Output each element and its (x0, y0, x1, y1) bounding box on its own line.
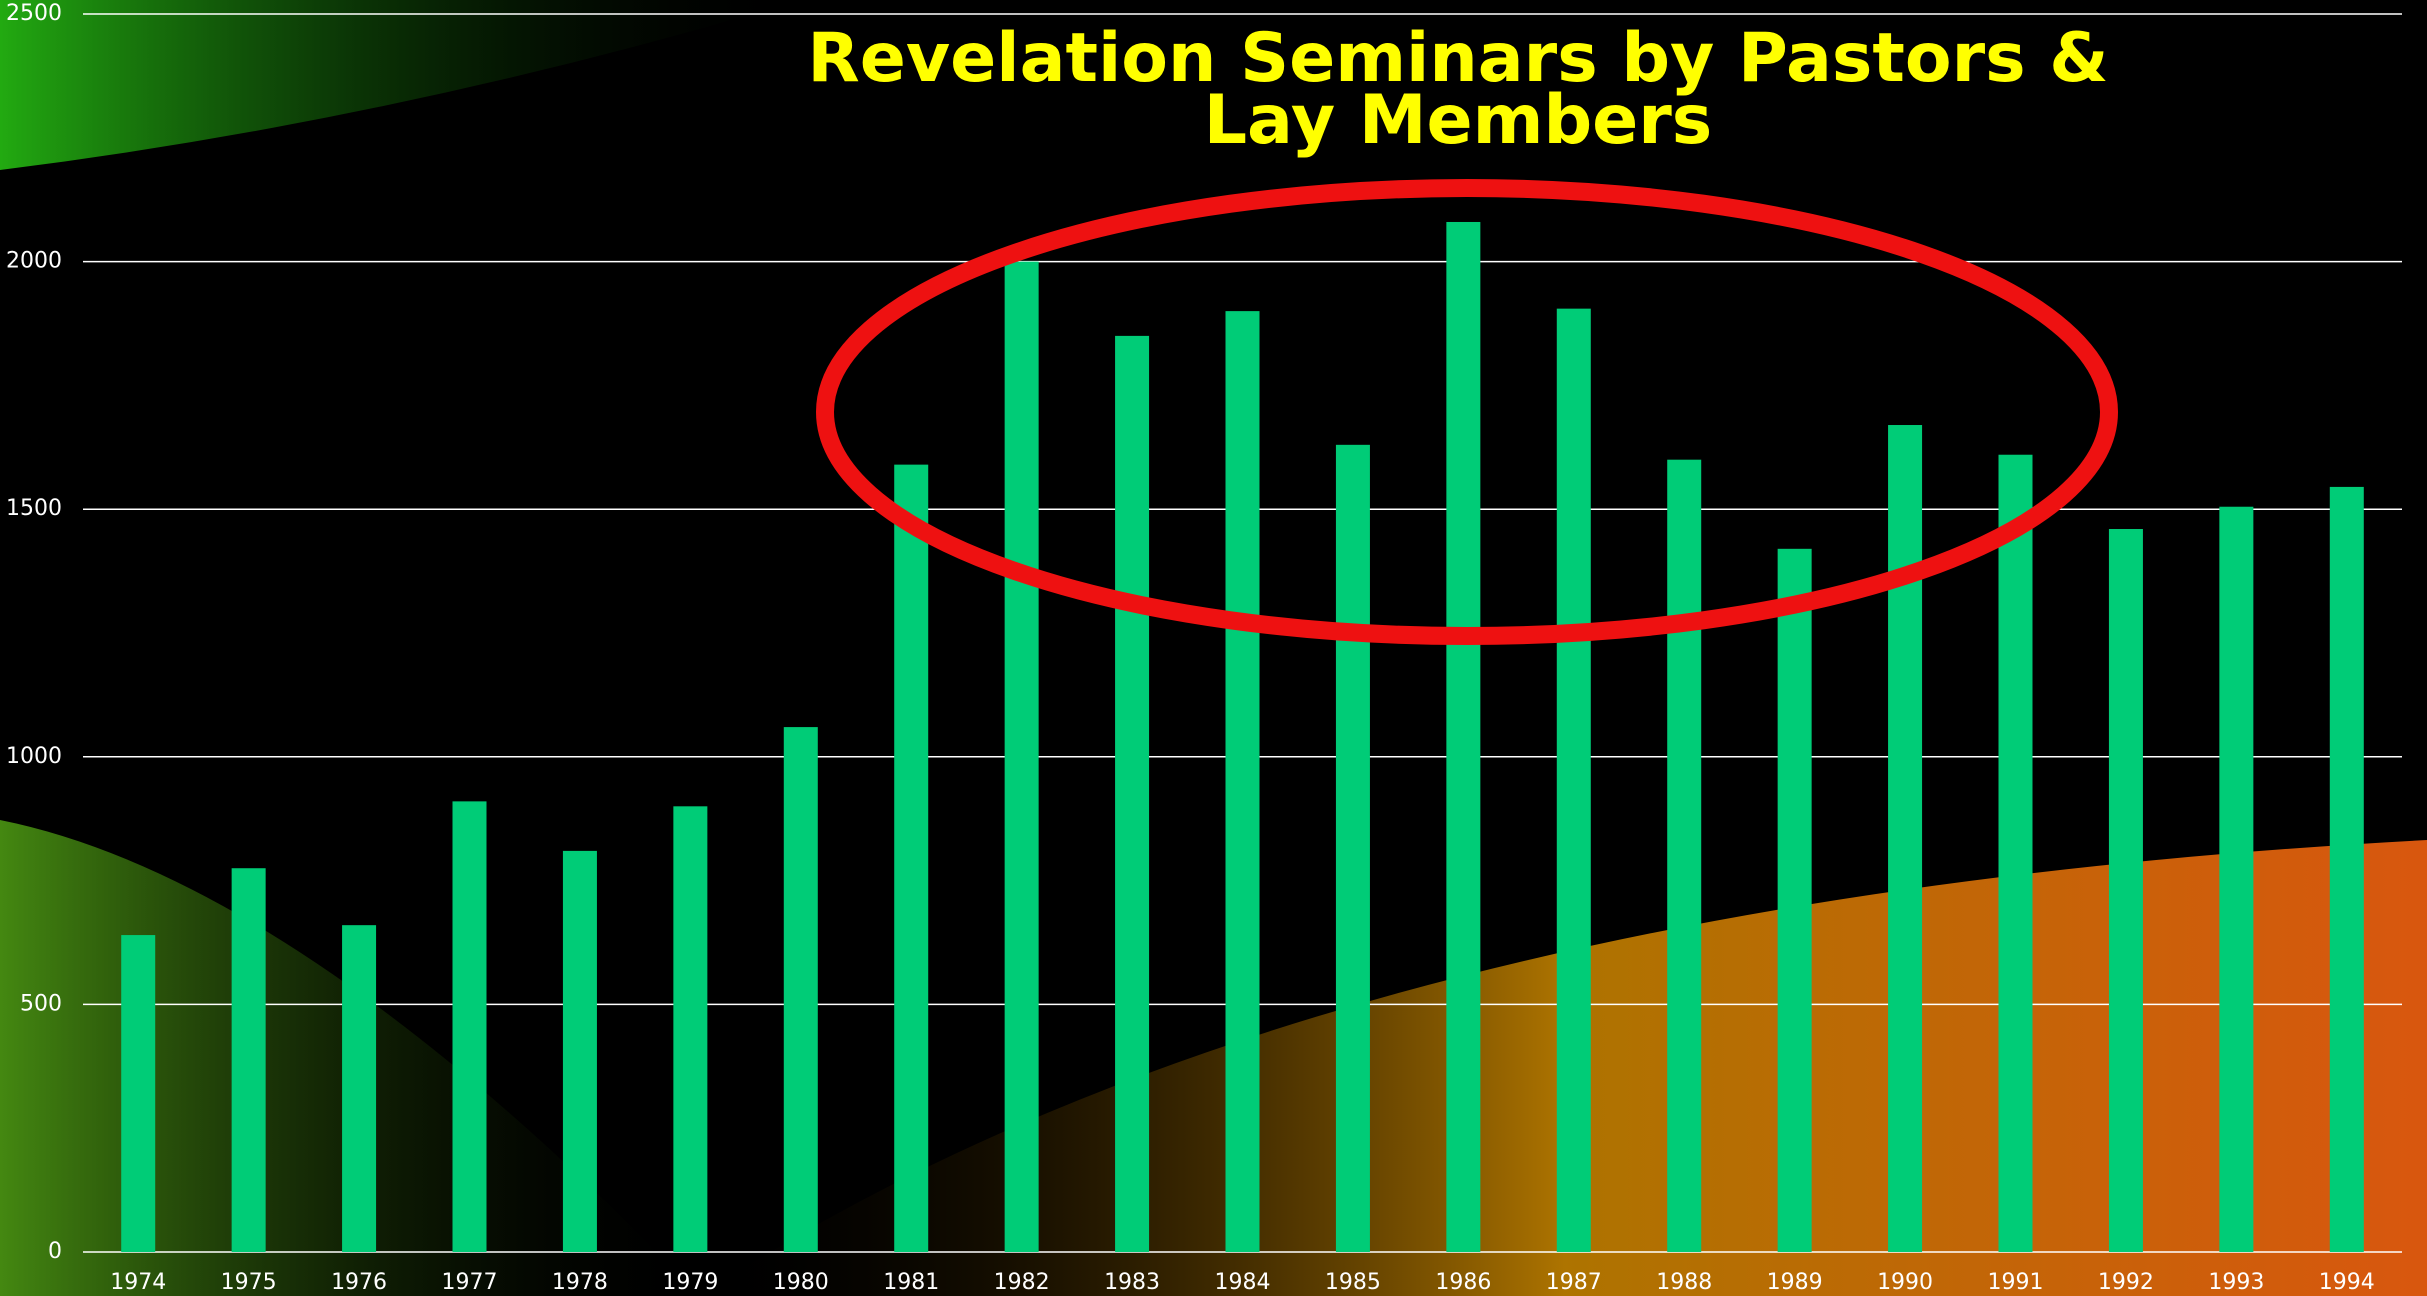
y-tick-label: 2000 (6, 249, 62, 274)
x-tick-label: 1993 (2208, 1270, 2264, 1295)
bar (1005, 262, 1039, 1252)
x-tick-label: 1980 (773, 1270, 829, 1295)
x-tick-label: 1976 (331, 1270, 387, 1295)
bar (784, 727, 818, 1252)
x-tick-label: 1979 (662, 1270, 718, 1295)
bar (2109, 529, 2143, 1252)
bar (2330, 487, 2364, 1252)
x-tick-label: 1982 (994, 1270, 1050, 1295)
page: 0 500 1000 1500 2000 2500 1974 1975 1976 1977 1978… (0, 0, 2427, 1296)
x-tick-label: 1981 (883, 1270, 939, 1295)
x-tick-label: 1978 (552, 1270, 608, 1295)
x-tick-label: 1985 (1325, 1270, 1381, 1295)
bar (1115, 336, 1149, 1252)
x-tick-label: 1990 (1877, 1270, 1933, 1295)
y-tick-label: 500 (20, 991, 62, 1016)
x-tick-label: 1984 (1215, 1270, 1271, 1295)
bar (1888, 425, 1922, 1252)
bar (2219, 507, 2253, 1252)
x-tick-label: 1994 (2319, 1270, 2375, 1295)
bar (1557, 309, 1591, 1252)
x-tick-label: 1987 (1546, 1270, 1602, 1295)
bar (342, 925, 376, 1252)
x-tick-label: 1992 (2098, 1270, 2154, 1295)
bar (1778, 549, 1812, 1252)
bar (563, 851, 597, 1252)
y-tick-label: 2500 (6, 1, 62, 26)
bar (453, 801, 487, 1252)
y-tick-label: 1000 (6, 744, 62, 769)
bar (1667, 460, 1701, 1252)
bar (1999, 455, 2033, 1252)
bar (673, 806, 707, 1252)
x-tick-label: 1991 (1988, 1270, 2044, 1295)
bar (1226, 311, 1260, 1252)
y-tick-label: 0 (48, 1239, 62, 1264)
bar (894, 465, 928, 1252)
x-tick-label: 1977 (442, 1270, 498, 1295)
y-tick-label: 1500 (6, 496, 62, 521)
x-tick-label: 1974 (110, 1270, 166, 1295)
chart: 0 500 1000 1500 2000 2500 1974 1975 1976 1977 1978… (0, 0, 2427, 1296)
bar (1446, 222, 1480, 1252)
bar (1336, 445, 1370, 1252)
x-tick-label: 1975 (221, 1270, 277, 1295)
x-tick-label: 1989 (1767, 1270, 1823, 1295)
x-tick-label: 1986 (1435, 1270, 1491, 1295)
x-tick-label: 1983 (1104, 1270, 1160, 1295)
bar (232, 868, 266, 1252)
bar (121, 935, 155, 1252)
x-tick-label: 1988 (1656, 1270, 1712, 1295)
